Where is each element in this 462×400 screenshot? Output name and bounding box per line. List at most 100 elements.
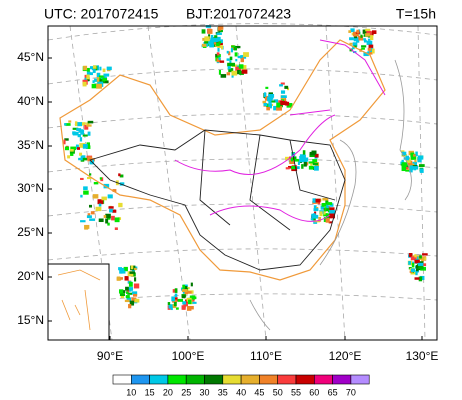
echo-cell [309, 153, 316, 158]
echo-cell [266, 106, 270, 111]
echo-cell [419, 255, 422, 259]
echo-cell [218, 41, 222, 44]
echo-cell [233, 47, 238, 51]
echo-cell [126, 291, 129, 294]
echo-cell [78, 157, 81, 161]
colorbar-label: 50 [273, 387, 283, 397]
echo-cell [417, 155, 424, 160]
echo-cell [323, 210, 326, 215]
echo-cell [129, 271, 135, 274]
echo-cell [369, 47, 374, 53]
echo-cell [118, 202, 123, 208]
echo-cell [210, 37, 213, 42]
echo-cell [79, 143, 85, 148]
colorbar-swatch [149, 374, 169, 385]
echo-cell [79, 152, 83, 156]
echo-cell [419, 261, 424, 265]
echo-cell [134, 277, 137, 282]
colorbar-swatch [277, 374, 297, 385]
echo-cell [70, 149, 74, 152]
echo-cell [365, 28, 371, 32]
echo-cell [264, 95, 269, 101]
echo-cell [217, 47, 220, 52]
echo-cell [326, 202, 333, 205]
echo-cell [352, 31, 359, 37]
colorbar-swatch [313, 374, 333, 385]
echo-cell [321, 203, 327, 207]
echo-cell [98, 79, 102, 84]
echo-cell [76, 122, 83, 127]
echo-cell [183, 286, 188, 291]
echo-cell [84, 124, 89, 130]
echo-cell [356, 29, 360, 34]
echo-cell [92, 194, 99, 199]
echo-cell [326, 213, 331, 218]
echo-cell [89, 218, 96, 221]
echo-cell [421, 259, 424, 262]
echo-cell [284, 85, 289, 89]
echo-cell [86, 74, 90, 80]
echo-cell [124, 276, 129, 281]
echo-cell [308, 165, 314, 170]
lon-label: 100°E [172, 349, 205, 363]
echo-cell [262, 100, 267, 104]
echo-cell [210, 34, 214, 39]
echo-cell [312, 216, 316, 221]
echo-cell [107, 194, 113, 199]
echo-cell [234, 52, 238, 57]
echo-cell [323, 213, 328, 217]
echo-cell [238, 64, 244, 69]
echo-cell [363, 39, 367, 43]
echo-cell [126, 289, 130, 293]
echo-cell [216, 52, 220, 56]
warning-lines [174, 39, 386, 222]
colorbar-label: 25 [181, 387, 191, 397]
echo-cell [290, 157, 294, 162]
echo-cell [83, 65, 88, 71]
echo-cell [77, 134, 81, 138]
echo-cell [98, 75, 105, 78]
echo-cell [123, 266, 128, 272]
echo-cell [312, 198, 317, 203]
colorbar-swatch [112, 374, 132, 385]
echo-cell [408, 253, 413, 258]
echo-cell [226, 50, 229, 54]
echo-cell [213, 42, 217, 47]
echo-cell [239, 70, 244, 75]
echo-cell [412, 255, 415, 258]
echo-cell [263, 92, 267, 98]
echo-cell [216, 58, 221, 63]
echo-cell [86, 67, 90, 73]
echo-cell [313, 208, 319, 212]
echo-cell [298, 158, 305, 163]
lon-label: 110°E [250, 349, 282, 363]
echo-cell [291, 165, 297, 170]
echo-cell [271, 100, 276, 103]
echo-cell [74, 121, 78, 127]
echo-cell [120, 270, 126, 274]
echo-cell [64, 138, 69, 141]
echo-cell [87, 177, 92, 180]
echo-cell [217, 54, 221, 58]
echo-cell [309, 151, 316, 156]
echo-cell [401, 150, 405, 153]
echo-cell [92, 69, 96, 73]
echo-cell [329, 213, 336, 219]
echo-cell [361, 45, 367, 48]
echo-cell [216, 42, 220, 47]
echo-cell [294, 158, 299, 162]
echo-cell [231, 45, 235, 50]
echo-cell [218, 69, 221, 75]
colorbar-swatch [167, 374, 187, 385]
inset-map [47, 263, 110, 341]
echo-cell [401, 159, 404, 164]
echo-cell [83, 157, 88, 161]
echo-cell [328, 221, 333, 224]
national-border [59, 39, 386, 281]
echo-cell [85, 145, 91, 149]
echo-cell [410, 272, 416, 275]
echo-cell [217, 26, 222, 31]
echo-cell [99, 66, 102, 71]
echo-cell [319, 211, 323, 217]
echo-cell [119, 174, 124, 178]
